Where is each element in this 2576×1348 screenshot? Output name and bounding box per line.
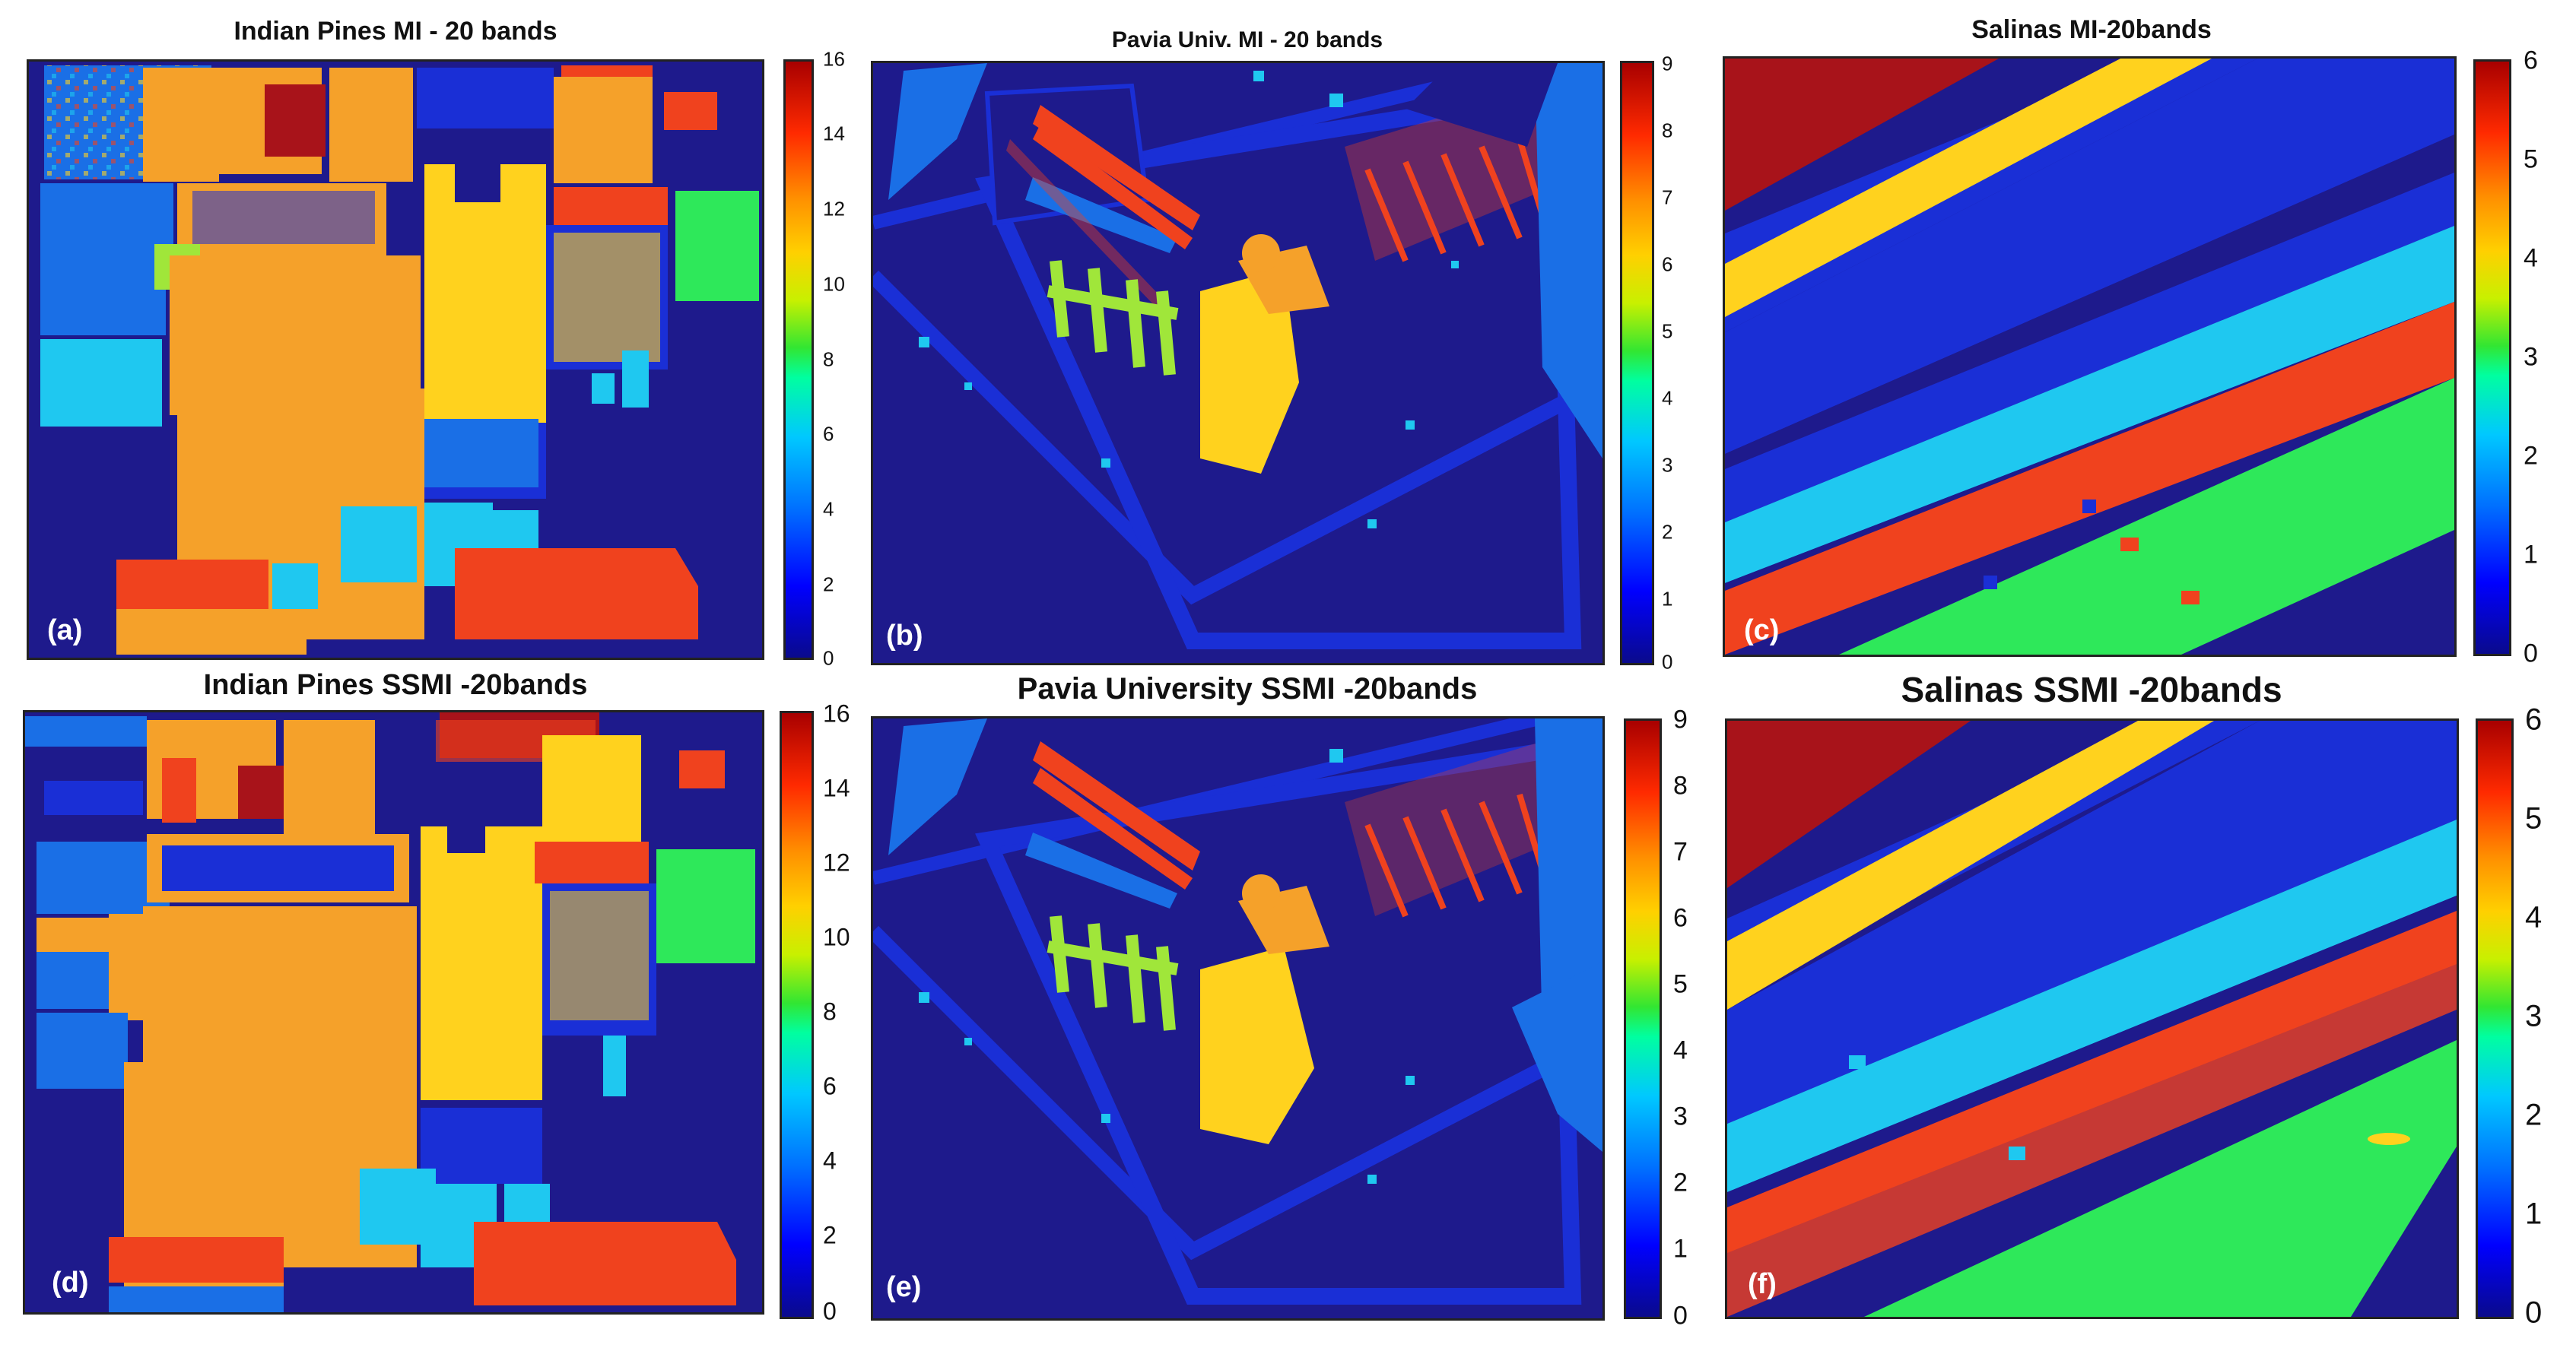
tick-label: 3 <box>1673 1102 1688 1131</box>
tick-label: 14 <box>823 122 845 145</box>
indian-pines-map <box>25 712 755 1312</box>
tick-label: 5 <box>1673 969 1688 999</box>
tick-label: 14 <box>823 774 850 802</box>
tick-label: 3 <box>1662 453 1673 477</box>
tick-label: 2 <box>1673 1168 1688 1197</box>
tick-label: 5 <box>2525 801 2543 836</box>
tick-label: 4 <box>1662 386 1673 410</box>
panel-title: Pavia Univ. MI - 20 bands <box>1111 27 1383 52</box>
tick-label: 2 <box>2525 1098 2543 1132</box>
tick-label: 8 <box>823 347 834 371</box>
colorbar <box>2473 59 2511 656</box>
panel-title: Salinas MI-20bands <box>1971 15 2212 44</box>
tick-label: 1 <box>1673 1234 1688 1264</box>
tick-label: 7 <box>1673 837 1688 867</box>
tick-label: 4 <box>2525 900 2543 934</box>
tick-label: 12 <box>823 197 845 220</box>
panel-title: Pavia University SSMI -20bands <box>1017 672 1478 706</box>
tick-label: 4 <box>2524 243 2538 273</box>
panel-title: Salinas SSMI -20bands <box>1901 670 2282 709</box>
colorbar <box>1620 61 1654 665</box>
salinas-map <box>1727 721 2457 1317</box>
tick-label: 2 <box>2524 441 2538 471</box>
colorbar <box>1624 718 1662 1319</box>
classification-map <box>871 716 1605 1321</box>
tick-label: 6 <box>823 1072 837 1100</box>
colorbar-ticks: 9 8 7 6 5 4 3 2 1 0 <box>1673 706 1719 1331</box>
tick-label: 4 <box>1673 1036 1688 1065</box>
tick-label: 3 <box>2525 999 2543 1033</box>
tick-label: 10 <box>823 272 845 296</box>
tick-label: 1 <box>1662 587 1673 611</box>
tick-label: 4 <box>823 497 834 521</box>
classification-map <box>27 59 764 660</box>
pavia-map <box>873 63 1602 663</box>
colorbar-ticks: 9 8 7 6 5 4 3 2 1 0 <box>1662 52 1707 674</box>
tick-label: 3 <box>2524 342 2538 372</box>
classification-map <box>871 61 1605 665</box>
tick-label: 16 <box>823 699 850 728</box>
tick-label: 2 <box>1662 520 1673 544</box>
tick-label: 8 <box>1673 771 1688 801</box>
tick-label: 12 <box>823 848 850 877</box>
colorbar <box>780 711 814 1319</box>
tick-label: 0 <box>823 1297 837 1325</box>
tick-label: 8 <box>1662 119 1673 142</box>
tick-label: 5 <box>1662 319 1673 343</box>
tick-label: 2 <box>823 1221 837 1249</box>
tick-label: 1 <box>2524 540 2538 569</box>
salinas-map <box>1725 59 2454 655</box>
tick-label: 0 <box>1662 650 1673 674</box>
tick-label: 6 <box>2525 703 2543 737</box>
colorbar-ticks: 6 5 4 3 2 1 0 <box>2524 46 2569 668</box>
tick-label: 6 <box>1662 252 1673 276</box>
classification-map <box>1723 56 2457 657</box>
tick-label: 0 <box>1673 1301 1688 1331</box>
tick-label: 0 <box>823 646 834 670</box>
tick-label: 0 <box>2525 1296 2543 1330</box>
tick-label: 4 <box>823 1147 837 1175</box>
colorbar-ticks: 6 5 4 3 2 1 0 <box>2525 703 2571 1330</box>
tick-label: 2 <box>823 573 834 596</box>
pavia-map <box>873 718 1602 1318</box>
tick-label: 5 <box>2524 144 2538 174</box>
tick-label: 8 <box>823 998 837 1026</box>
tick-label: 9 <box>1662 52 1673 75</box>
colorbar <box>2476 718 2514 1319</box>
classification-map <box>23 710 764 1315</box>
tick-label: 6 <box>1673 903 1688 933</box>
panel-label: (b) <box>886 620 923 652</box>
panel-label: (a) <box>47 614 83 646</box>
panel-title: Indian Pines SSMI -20bands <box>203 669 588 701</box>
tick-label: 1 <box>2525 1197 2543 1231</box>
tick-label: 6 <box>823 422 834 446</box>
panel-label: (c) <box>1744 614 1780 646</box>
tick-label: 16 <box>823 47 845 71</box>
panel-title: Indian Pines MI - 20 bands <box>233 17 557 46</box>
tick-label: 9 <box>1673 705 1688 734</box>
colorbar-ticks: 16 14 12 10 8 6 4 2 0 <box>823 48 869 670</box>
tick-label: 7 <box>1662 186 1673 209</box>
indian-pines-map <box>40 65 759 655</box>
panel-label: (f) <box>1748 1268 1777 1300</box>
classification-map <box>1725 718 2459 1319</box>
tick-label: 10 <box>823 923 850 951</box>
panel-label: (e) <box>886 1271 922 1303</box>
tick-label: 0 <box>2524 639 2538 668</box>
colorbar <box>783 59 814 660</box>
colorbar-ticks: 16 14 12 10 8 6 4 2 0 <box>823 700 869 1325</box>
panel-label: (d) <box>52 1267 89 1299</box>
tick-label: 6 <box>2524 46 2538 75</box>
